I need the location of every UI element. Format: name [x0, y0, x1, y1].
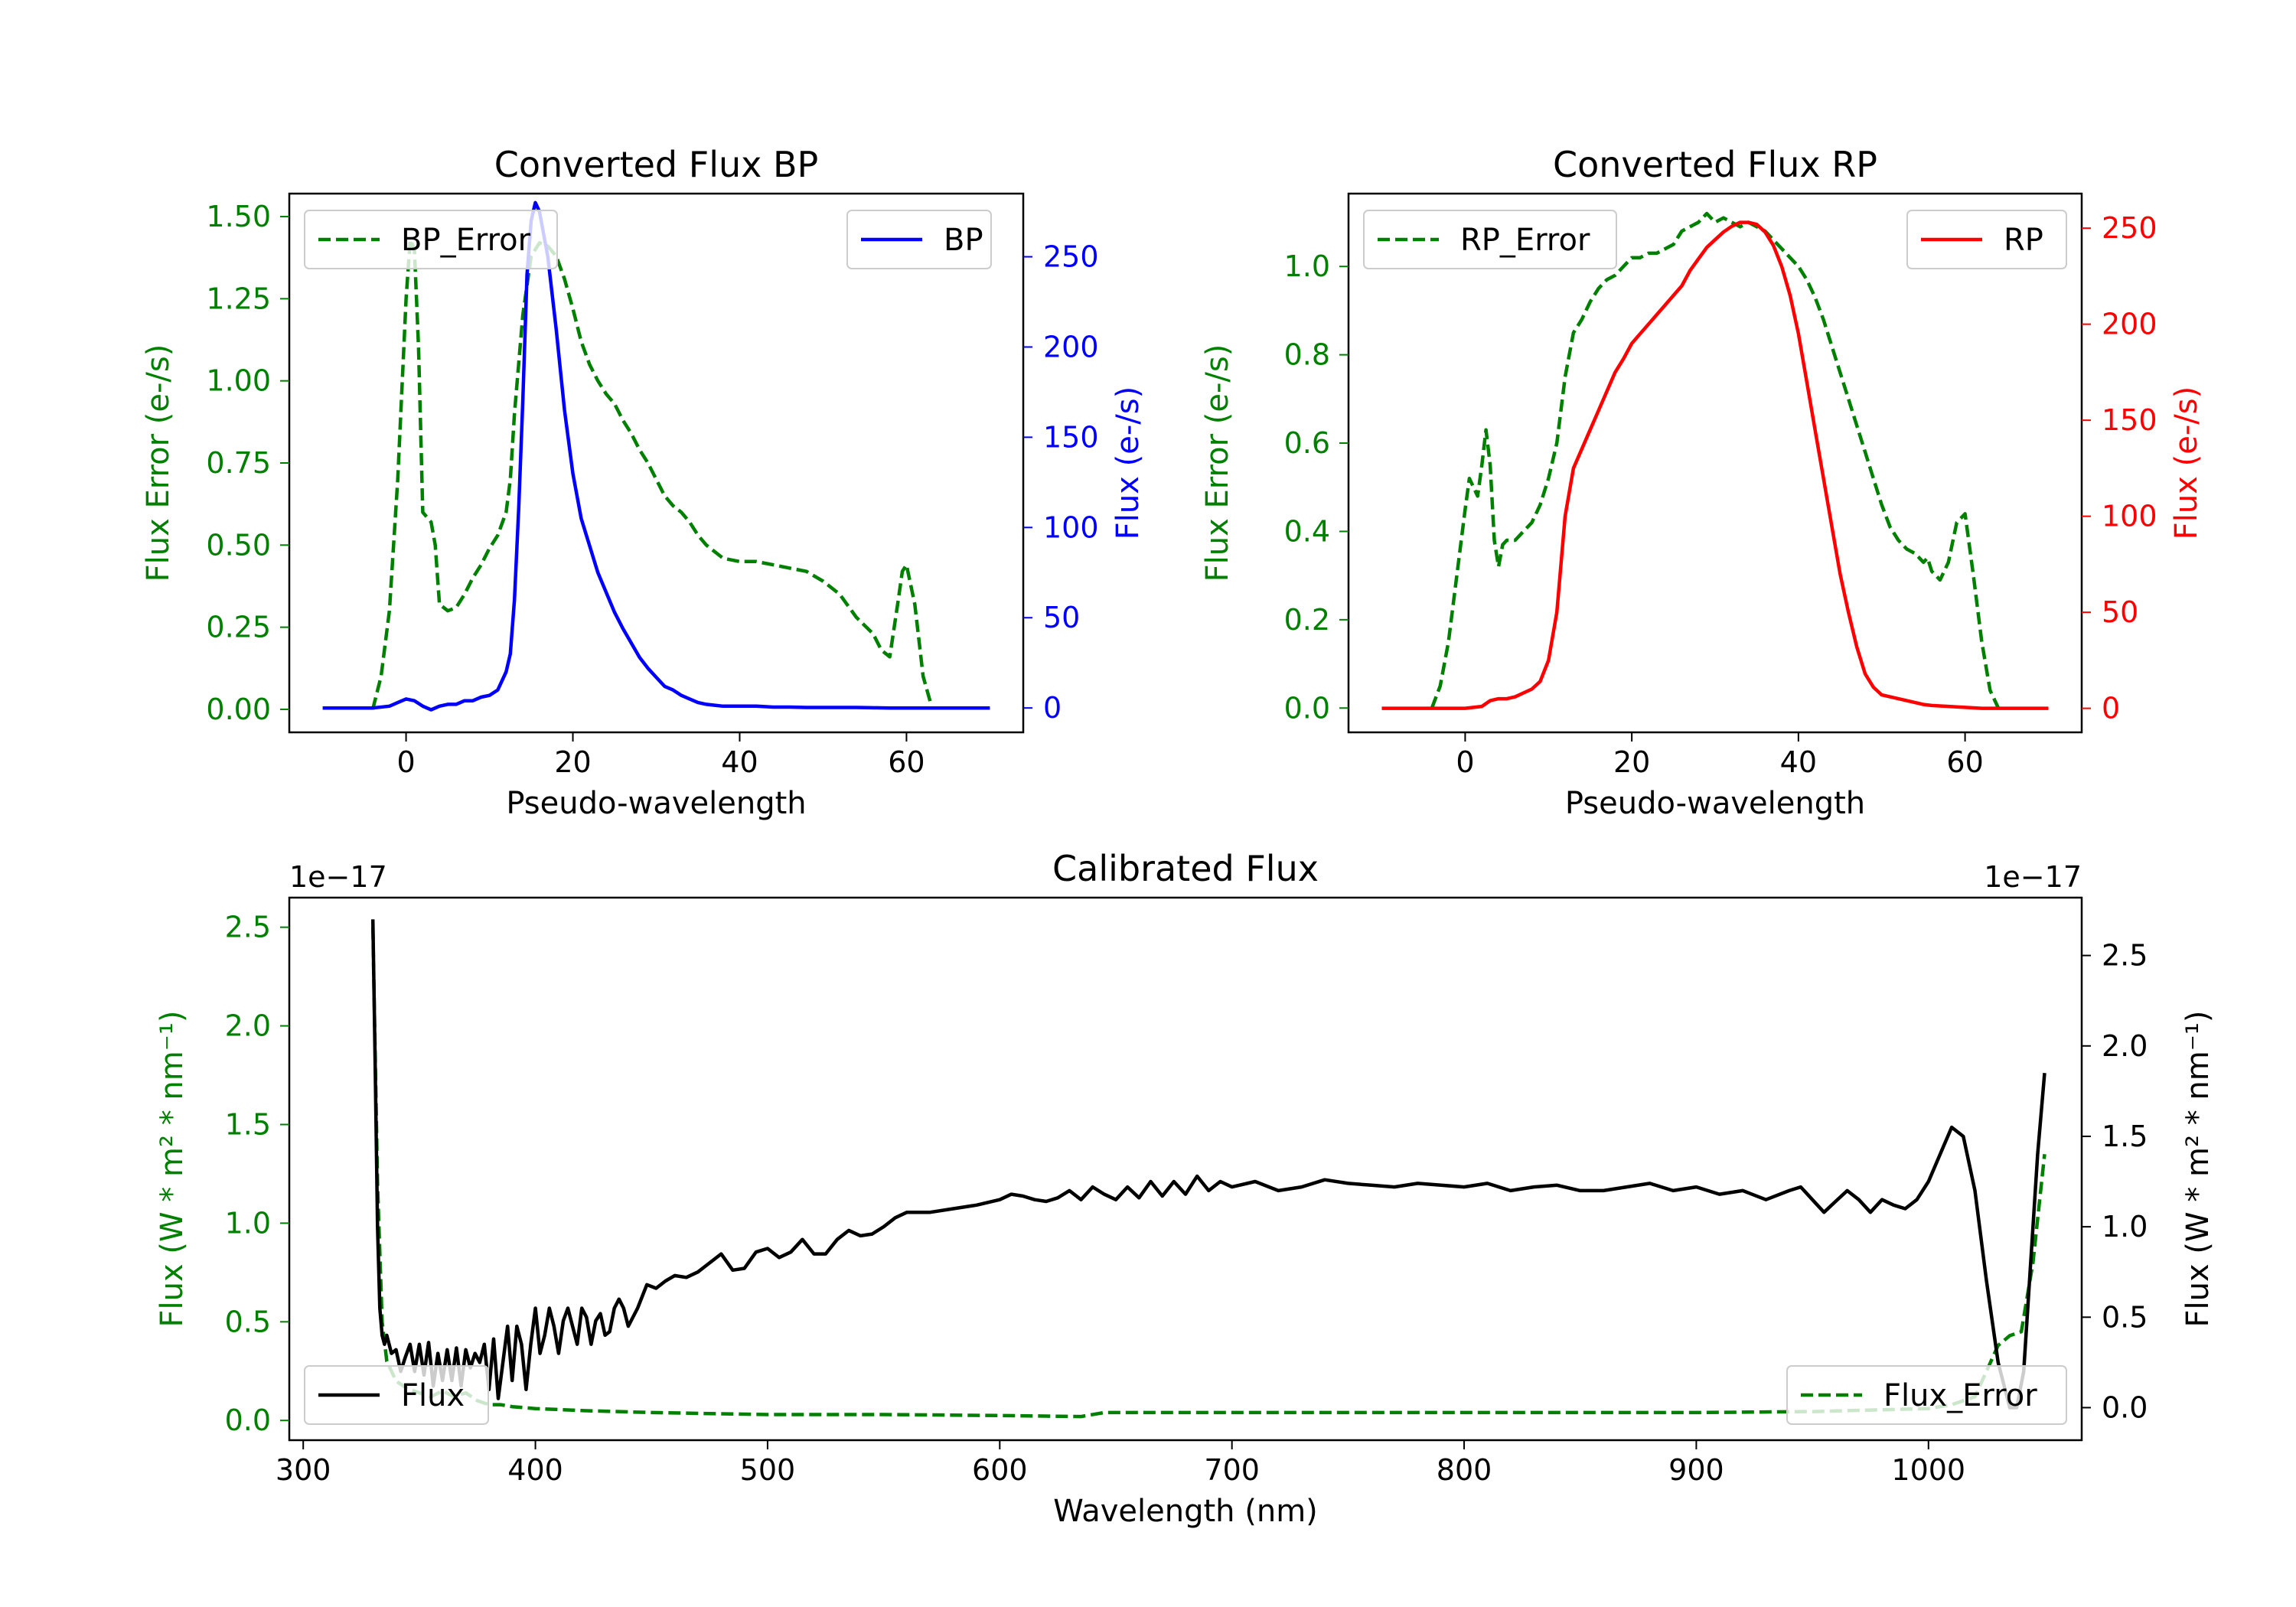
y-right-tick-label: 200	[2102, 308, 2157, 341]
y-left-tick-label: 0.2	[1284, 603, 1330, 637]
legend-right-label: RP	[2004, 223, 2043, 258]
legend-left-label: Flux	[401, 1378, 465, 1413]
x-tick-label: 300	[276, 1453, 331, 1487]
y-left-tick-label: 1.5	[225, 1107, 271, 1141]
y-right-tick-label: 0	[2102, 692, 2120, 725]
y-left-tick-label: 0.0	[225, 1403, 271, 1437]
y-right-tick-label: 100	[2102, 500, 2157, 533]
legend-right-label: BP	[944, 223, 983, 258]
x-tick-label: 20	[1613, 745, 1650, 779]
y-left-tick-label: 2.0	[225, 1009, 271, 1043]
x-tick-label: 40	[721, 745, 758, 779]
y-right-axis-label: Flux (e-/s)	[1110, 386, 1146, 539]
y-left-tick-label: 0.8	[1284, 338, 1330, 372]
x-tick-label: 60	[1946, 745, 1983, 779]
y-right-tick-label: 50	[2102, 595, 2138, 629]
x-tick-label: 800	[1437, 1453, 1492, 1487]
y-right-tick-label: 0	[1043, 691, 1062, 725]
y-left-tick-label: 0.4	[1284, 514, 1330, 548]
x-tick-label: 700	[1204, 1453, 1260, 1487]
y-right-axis-label: Flux (e-/s)	[2169, 386, 2204, 539]
x-tick-label: 0	[396, 745, 415, 779]
x-tick-label: 0	[1456, 745, 1474, 779]
legend-right-box	[1906, 210, 2067, 269]
y-left-tick-label: 0.00	[206, 693, 271, 726]
y-right-offset-label: 1e−17	[1984, 860, 2082, 894]
y-right-tick-label: 1.0	[2102, 1210, 2148, 1244]
legend-right-box	[1786, 1365, 2067, 1425]
y-right-tick-label: 2.0	[2102, 1029, 2148, 1063]
x-axis-label: Wavelength (nm)	[1053, 1494, 1318, 1529]
y-left-tick-label: 1.0	[1284, 249, 1330, 283]
y-left-tick-label: 1.50	[206, 200, 271, 233]
series-line-bp	[322, 200, 990, 712]
y-right-tick-label: 0.0	[2102, 1390, 2148, 1424]
x-axis-label: Pseudo-wavelength	[506, 786, 806, 821]
chart-title: Calibrated Flux	[1052, 848, 1319, 889]
x-tick-label: 20	[554, 745, 591, 779]
plot-frame	[1347, 192, 2083, 734]
y-left-tick-label: 2.5	[225, 911, 271, 944]
series-line-rp-error	[1430, 211, 2001, 709]
y-right-tick-label: 1.5	[2102, 1120, 2148, 1153]
x-tick-label: 1000	[1891, 1453, 1965, 1487]
x-tick-label: 400	[507, 1453, 563, 1487]
y-left-axis-label: Flux (W * m² * nm⁻¹)	[155, 1011, 190, 1328]
y-left-offset-label: 1e−17	[289, 860, 387, 894]
series-line-flux	[370, 919, 2047, 1410]
chart-rp-panel: 0 20 40 60 0.0 0.2 0.4 0.6 0.8 1.0 0 50 100 150 200 250…	[1200, 144, 2204, 821]
legend-right-label: Flux_Error	[1883, 1378, 2037, 1413]
y-left-tick-label: 1.0	[225, 1206, 271, 1240]
y-right-tick-label: 150	[2102, 403, 2157, 437]
y-left-tick-label: 0.25	[206, 611, 271, 644]
y-right-tick-label: 0.5	[2102, 1300, 2148, 1334]
plot-frame	[288, 896, 2083, 1442]
x-tick-label: 600	[972, 1453, 1028, 1487]
y-left-tick-label: 0.5	[225, 1305, 271, 1338]
y-left-tick-label: 0.50	[206, 528, 271, 562]
legend-left-box	[304, 210, 558, 269]
x-tick-label: 40	[1780, 745, 1817, 779]
y-left-tick-label: 1.00	[206, 364, 271, 398]
chart-calibrated-panel: 300 400 500 600 700 800 900 1000 0.0 0.5 1.0 1.5 2.0…	[155, 848, 2216, 1529]
legend-left-box	[1363, 210, 1617, 269]
y-right-tick-label: 2.5	[2102, 939, 2148, 973]
y-left-tick-label: 0.6	[1284, 426, 1330, 460]
x-tick-label: 60	[888, 745, 925, 779]
y-left-tick-label: 0.0	[1284, 691, 1330, 725]
legend-left-box	[304, 1365, 489, 1425]
y-left-axis-label: Flux Error (e-/s)	[1200, 344, 1235, 582]
x-tick-label: 900	[1668, 1453, 1724, 1487]
y-left-tick-label: 1.25	[206, 282, 271, 315]
series-line-rp	[1381, 220, 2049, 710]
y-right-tick-label: 150	[1043, 420, 1099, 454]
y-right-tick-label: 100	[1043, 510, 1099, 544]
legend-left-label: RP_Error	[1460, 223, 1590, 258]
series-line-bp-error	[370, 237, 934, 710]
legend-left-label: BP_Error	[401, 223, 531, 258]
x-axis-label: Pseudo-wavelength	[1565, 786, 1865, 821]
y-right-tick-label: 200	[1043, 330, 1099, 363]
chart-title: Converted Flux RP	[1553, 144, 1877, 185]
chart-bp-panel: 0 20 40 60 0.00 0.25 0.50 0.75 1.00 1.25 1.50 0 50 10…	[141, 144, 1146, 821]
x-tick-label: 500	[740, 1453, 796, 1487]
y-left-axis-label: Flux Error (e-/s)	[141, 344, 176, 582]
y-left-tick-label: 0.75	[206, 446, 271, 480]
y-right-axis-label: Flux (W * m² * nm⁻¹)	[2180, 1011, 2216, 1328]
y-right-tick-label: 250	[2102, 211, 2157, 245]
y-right-tick-label: 50	[1043, 601, 1080, 634]
chart-title: Converted Flux BP	[494, 144, 819, 185]
y-right-tick-label: 250	[1043, 240, 1099, 274]
